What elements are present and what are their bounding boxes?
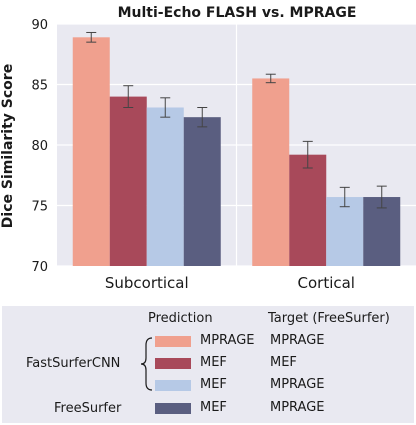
bar [252,78,290,266]
bar-chart: 70 75 80 85 90 Subcortical Cortical Multi-Ech… [0,5,416,292]
legend-swatch-1 [155,336,191,347]
bar [146,107,184,267]
y-tick-label: 90 [31,18,48,33]
bar [72,37,110,267]
bar [289,154,327,266]
bar [326,197,364,266]
y-tick-label: 70 [31,260,48,275]
legend-target-1: MPRAGE [270,333,325,348]
legend-header-prediction: Prediction [148,311,213,326]
legend-swatch-3 [155,380,191,391]
x-tick-label: Subcortical [105,274,189,292]
legend-target-3: MPRAGE [270,377,325,392]
chart-title: Multi-Echo FLASH vs. MPRAGE [118,5,357,21]
legend-brace [140,337,153,391]
y-tick-label: 80 [31,139,48,154]
y-tick-label: 75 [31,200,48,215]
y-axis-label: Dice Similarity Score [0,64,16,228]
x-tick-label: Cortical [298,274,355,292]
legend-target-2: MEF [270,355,297,370]
legend-prediction-1: MPRAGE [200,333,255,348]
error-bars [86,31,387,209]
legend [2,306,414,423]
y-axis-ticks: 70 75 80 85 90 [31,18,48,275]
legend-swatch-4 [155,403,191,414]
legend-group-freesurfer: FreeSurfer [54,401,122,416]
bars [72,37,401,267]
legend-prediction-3: MEF [200,377,227,392]
legend-prediction-4: MEF [200,400,227,415]
legend-prediction-2: MEF [200,355,227,370]
legend-group-fastsurfer: FastSurferCNN [26,356,121,371]
bar [363,197,401,266]
bar [109,96,147,266]
x-axis-ticks: Subcortical Cortical [105,274,355,292]
legend-target-4: MPRAGE [270,400,325,415]
legend-header-target: Target (FreeSurfer) [268,311,390,326]
y-tick-label: 85 [31,79,48,94]
bar [183,117,221,266]
legend-swatch-2 [155,358,191,369]
